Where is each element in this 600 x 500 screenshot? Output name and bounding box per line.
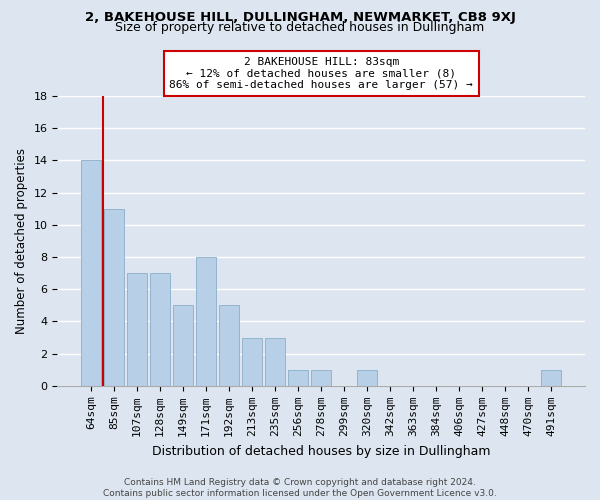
Bar (82, 160, 101, 386)
Bar (104, 208, 124, 386)
Bar (220, 306, 239, 386)
Text: Size of property relative to detached houses in Dullingham: Size of property relative to detached ho… (115, 21, 485, 34)
Bar (127, 273, 147, 386)
Bar (173, 306, 193, 386)
Bar (311, 370, 331, 386)
Text: 2 BAKEHOUSE HILL: 83sqm
← 12% of detached houses are smaller (8)
86% of semi-det: 2 BAKEHOUSE HILL: 83sqm ← 12% of detache… (169, 57, 473, 90)
Text: Contains HM Land Registry data © Crown copyright and database right 2024.
Contai: Contains HM Land Registry data © Crown c… (103, 478, 497, 498)
Text: 2, BAKEHOUSE HILL, DULLINGHAM, NEWMARKET, CB8 9XJ: 2, BAKEHOUSE HILL, DULLINGHAM, NEWMARKET… (85, 11, 515, 24)
Bar (151, 273, 170, 386)
X-axis label: Distribution of detached houses by size in Dullingham: Distribution of detached houses by size … (152, 444, 490, 458)
Bar (541, 370, 561, 386)
Bar (196, 257, 216, 386)
Bar (242, 338, 262, 386)
Bar (265, 338, 285, 386)
Bar (289, 370, 308, 386)
Y-axis label: Number of detached properties: Number of detached properties (15, 148, 28, 334)
Bar (358, 370, 377, 386)
